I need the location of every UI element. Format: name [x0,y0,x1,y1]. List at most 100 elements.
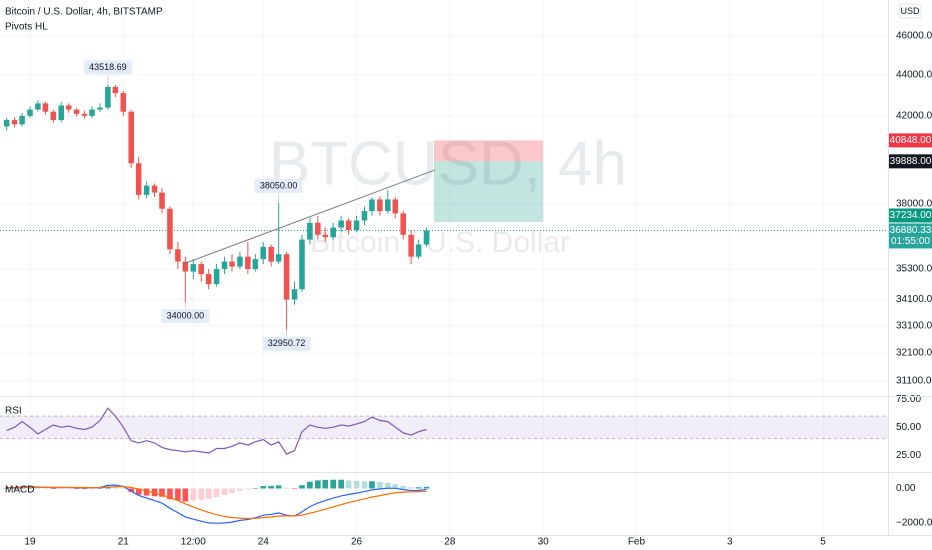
candle-body [19,115,25,125]
x-tick-label: 21 [118,537,130,548]
macd-histogram-bar [377,481,383,489]
candle-body [128,111,135,164]
candle-body [353,220,360,230]
candle-body [105,86,111,108]
macd-histogram-bar [361,481,368,489]
candle-body [143,185,150,195]
macd-histogram-bar [291,488,298,489]
macd-histogram-bar [423,486,430,489]
macd-histogram-bar [400,485,407,489]
pivot-label-box [262,336,311,351]
stop-price-label: 40848.00 [890,135,932,146]
countdown-label: 01:55:00 [891,236,930,247]
watermark-title: BTCUSD, 4h [269,129,627,198]
stop-zone [433,140,544,162]
macd-histogram-bar [237,488,243,491]
candle-body [237,256,243,267]
rsi-band [0,416,888,439]
y-tick-label: 31100.00 [896,375,932,386]
rsi-title: RSI [5,406,22,417]
candle-body [175,249,181,262]
candle-body [182,261,189,272]
rsi-tick-label: 50.00 [896,422,921,433]
trendline [182,169,436,265]
candle-body [229,261,235,267]
macd-histogram-bar [58,488,65,489]
candle-body [322,234,329,238]
macd-histogram-bar [182,488,189,502]
currency-label[interactable]: USD [900,6,920,16]
candle-body [315,222,321,235]
candle-body [58,105,65,121]
candle-body [345,220,352,230]
target-price-label-box [889,208,932,223]
candle-body [415,244,422,257]
candle-body [307,222,313,240]
macd-histogram-bar [392,484,399,489]
y-tick-label: 38000.00 [896,199,932,210]
macd-histogram-bar [330,479,337,489]
candle-body [97,107,103,110]
x-tick-label: 26 [351,537,363,548]
pivot-label: 38050.00 [260,180,298,190]
macd-histogram-bar [3,488,10,489]
macd-histogram-bar [42,488,49,489]
macd-histogram-bar [143,488,150,496]
macd-title: MACD [5,485,34,496]
macd-histogram-bar [275,485,282,489]
candle-body [81,113,88,116]
candle-body [27,109,33,116]
x-tick-label: 24 [258,537,270,548]
macd-histogram-bar [229,488,235,493]
macd-histogram-bar [245,488,251,490]
macd-histogram-bar [198,488,205,500]
watermark-subtitle: Bitcoin / U.S. Dollar [310,226,570,259]
candle-body [3,120,10,127]
candle-body [291,289,298,300]
macd-histogram-bar [112,486,119,489]
pivot-label: 34000.00 [167,311,205,321]
indicator-title: Pivots HL [5,22,48,33]
macd-tick-label: −2000.00 [896,518,932,529]
macd-histogram-bar [260,486,267,489]
entry-price-label-box [889,154,932,169]
macd-histogram-bar [221,488,228,496]
macd-histogram-bar [353,480,360,489]
macd-histogram-bar [307,481,313,489]
macd-histogram-bar [81,488,88,489]
macd-histogram-bar [369,481,375,489]
y-tick-label: 46000.00 [896,30,932,41]
macd-histogram-bar [167,488,173,500]
currency-button[interactable] [898,3,922,19]
macd-histogram-bar [315,480,321,489]
x-tick-label: 30 [538,537,550,548]
macd-histogram-bar [283,487,290,489]
x-tick-label: 12:00 [181,537,206,548]
x-tick-label: 5 [820,537,826,548]
macd-histogram-bar [338,479,344,489]
last-price-label: 36880.33 [890,225,932,236]
macd-histogram-bar [205,488,212,500]
pivot-label: 32950.72 [268,338,306,348]
candle-body [120,93,127,112]
macd-histogram-bar [19,487,25,489]
x-tick-label: Feb [628,537,646,548]
macd-histogram-bar [345,480,352,489]
rsi-tick-label: 25.00 [896,450,921,461]
target-price-label: 37234.00 [890,210,932,221]
candle-body [369,199,375,212]
signal-line [6,485,427,520]
target-zone [433,161,544,223]
candle-body [151,185,158,193]
macd-histogram-bar [27,487,33,489]
macd-histogram-bar [175,488,181,501]
y-tick-label: 35300.00 [896,264,932,275]
macd-tick-label: 0.00 [896,483,916,494]
pivot-label: 43518.69 [89,62,127,72]
stop-price-label-box [889,133,932,148]
rsi-tick-label: 75.00 [896,394,921,405]
y-tick-label: 44000.00 [896,70,932,81]
candle-body [89,109,95,116]
y-tick-label: 32100.00 [896,347,932,358]
